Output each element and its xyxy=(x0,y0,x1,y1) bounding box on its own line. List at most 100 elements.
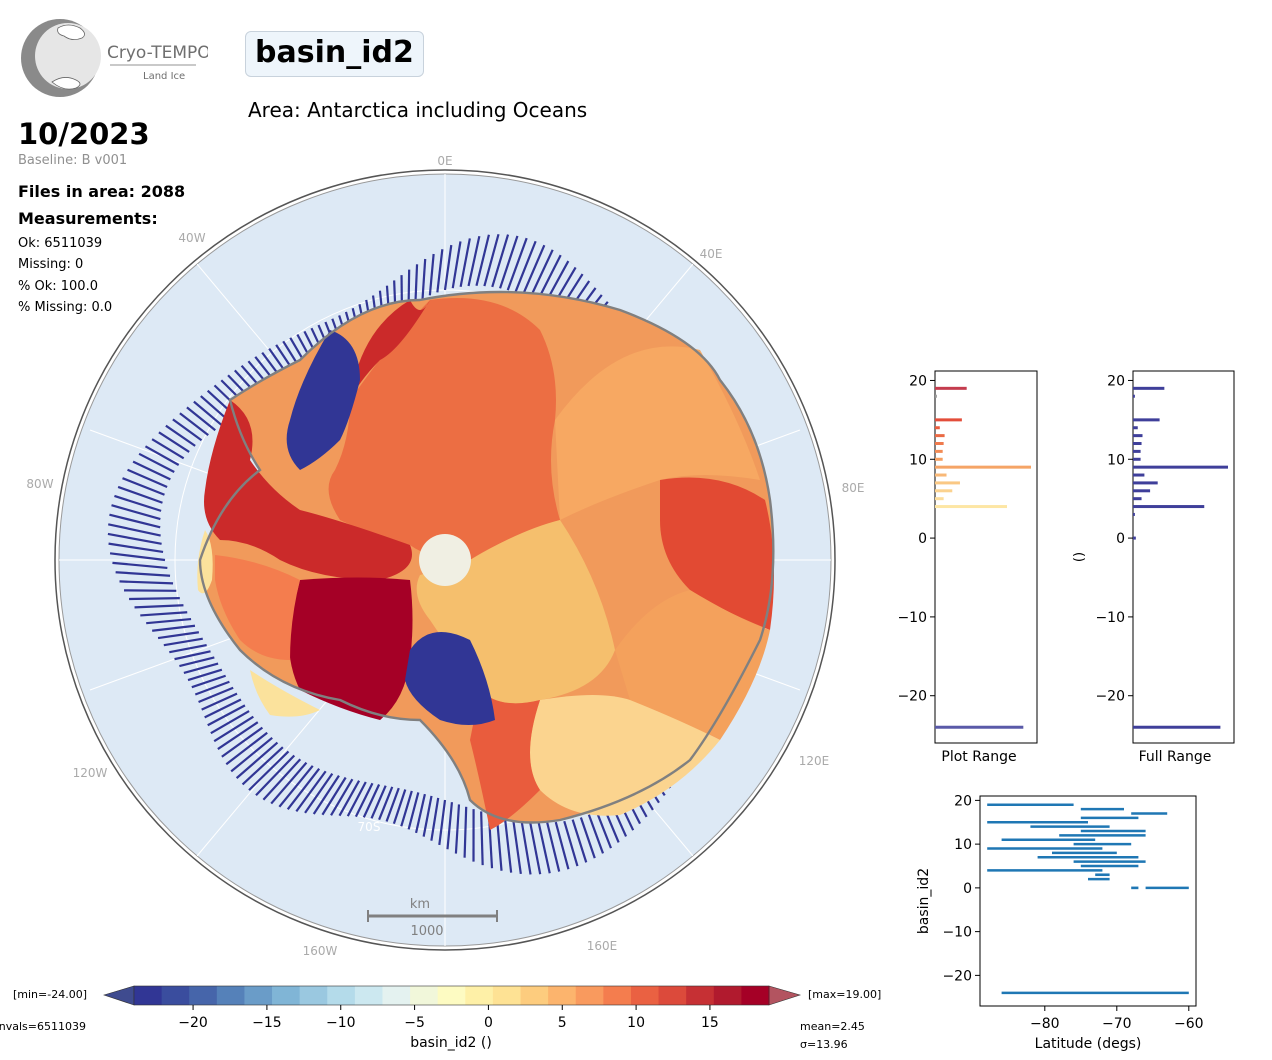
colorbar-tick-label: −15 xyxy=(252,1015,282,1031)
track-line xyxy=(241,746,284,786)
track-line xyxy=(467,235,481,287)
track-line xyxy=(571,819,588,863)
track-line xyxy=(119,580,174,585)
histogram-bar xyxy=(1133,505,1205,509)
track-line xyxy=(595,811,612,849)
histogram-bar xyxy=(935,473,947,477)
histogram-bar xyxy=(935,386,967,390)
colorbar-cell xyxy=(410,986,439,1005)
histogram-bar xyxy=(1133,473,1145,477)
scatter-ylabel: basin_id2 xyxy=(916,868,932,934)
hist1-xlabel: Plot Range xyxy=(941,749,1016,765)
track-line xyxy=(194,680,230,696)
track-line xyxy=(463,806,468,858)
colorbar-cell xyxy=(548,986,577,1005)
colorbar-max-label: [max=19.00] xyxy=(808,988,881,1001)
histogram-bar xyxy=(1133,497,1142,501)
track-line xyxy=(204,698,242,719)
track-line xyxy=(338,780,361,817)
pct-ok: % Ok: 100.0 xyxy=(18,279,98,294)
hist2-xlabel: Full Range xyxy=(1139,749,1212,765)
colorbar: −20 −15 −10 −5 0 5 10 15 [min=-24.00] [max=19.0… xyxy=(0,985,881,1051)
track-line xyxy=(201,692,238,711)
track-line xyxy=(213,715,254,743)
colorbar-cell xyxy=(272,986,301,1005)
track-line xyxy=(346,781,367,817)
parameter-title: basin_id2 xyxy=(245,31,424,77)
lon-label-160w: 160W xyxy=(303,944,338,958)
polar-map: 0E 40E 80E 120E 160E 160W 120W 80W 40W 7… xyxy=(26,154,864,958)
track-line xyxy=(480,811,484,866)
track-line xyxy=(114,494,162,512)
track-line xyxy=(407,792,420,830)
histogram-bar xyxy=(935,505,1007,509)
track-line xyxy=(554,821,570,870)
xtick-label: −70 xyxy=(1102,1016,1132,1032)
track-line xyxy=(512,819,522,875)
histogram-bar xyxy=(935,449,943,453)
histogram-bar xyxy=(1133,426,1138,430)
lon-label-120e: 120E xyxy=(799,754,830,768)
track-line xyxy=(483,233,500,287)
histogram-bar xyxy=(1133,457,1141,461)
ytick-label: 10 xyxy=(909,452,927,468)
track-line xyxy=(193,400,224,427)
histogram-bar xyxy=(935,481,960,485)
track-line xyxy=(330,778,354,816)
histogram-bar xyxy=(1133,418,1160,422)
track-line xyxy=(392,789,407,825)
scatter-xlabel: Latitude (degs) xyxy=(1035,1036,1142,1052)
track-line xyxy=(295,770,327,813)
colorbar-cell xyxy=(492,986,522,1005)
track-line xyxy=(436,249,444,293)
track-line xyxy=(183,662,219,675)
track-line xyxy=(207,704,246,727)
scatter-ticks: 20 10 0 −10 −20 −80 −70 −60 xyxy=(942,793,1203,1032)
ytick-label: −10 xyxy=(942,925,972,941)
colorbar-cell xyxy=(465,986,494,1005)
track-line xyxy=(438,799,447,846)
track-line xyxy=(537,822,551,874)
histogram-bar xyxy=(1133,481,1158,485)
lon-label-160e: 160E xyxy=(587,939,618,953)
track-line xyxy=(370,785,387,819)
hist2-ylabel: () xyxy=(1072,552,1087,562)
track-line xyxy=(362,784,381,818)
histogram-full-range: 20 10 0 −10 −20 () Full Range xyxy=(1072,370,1235,765)
histogram-bar xyxy=(935,434,945,438)
nvals-label: nvals=6511039 xyxy=(0,1020,86,1033)
scale-bar: km 1000 xyxy=(367,897,498,939)
ytick-label: −20 xyxy=(1095,689,1125,705)
track-line xyxy=(546,822,561,872)
track-line xyxy=(321,776,347,816)
track-line xyxy=(235,741,279,779)
colorbar-tick-label: −5 xyxy=(404,1015,425,1031)
xtick-label: −60 xyxy=(1174,1016,1204,1032)
track-line xyxy=(421,258,427,299)
histogram-bar xyxy=(1133,536,1136,540)
histogram-bar xyxy=(1133,442,1142,446)
histogram-bar xyxy=(935,418,962,422)
colorbar-cell xyxy=(520,986,549,1005)
track-line xyxy=(587,814,605,854)
hist2-bars xyxy=(1133,386,1228,729)
colorbar-cell xyxy=(244,986,273,1005)
ytick-label: 0 xyxy=(963,881,972,897)
colorbar-cell xyxy=(189,986,218,1005)
colorbar-cell xyxy=(327,986,356,1005)
xtick-label: −80 xyxy=(1030,1016,1060,1032)
track-line xyxy=(414,264,419,303)
track-line xyxy=(169,643,207,654)
track-line xyxy=(117,485,163,504)
sigma-label: σ=13.96 xyxy=(800,1038,848,1051)
histogram-bar xyxy=(1133,465,1228,469)
track-line xyxy=(385,787,400,822)
track-line xyxy=(115,571,171,577)
track-line xyxy=(134,604,184,609)
track-line xyxy=(230,736,273,773)
lat-label-70s: 70S xyxy=(358,820,381,834)
track-line xyxy=(174,650,211,661)
track-line xyxy=(163,637,203,647)
histogram-bar xyxy=(1133,725,1221,729)
mean-label: mean=2.45 xyxy=(800,1020,865,1033)
